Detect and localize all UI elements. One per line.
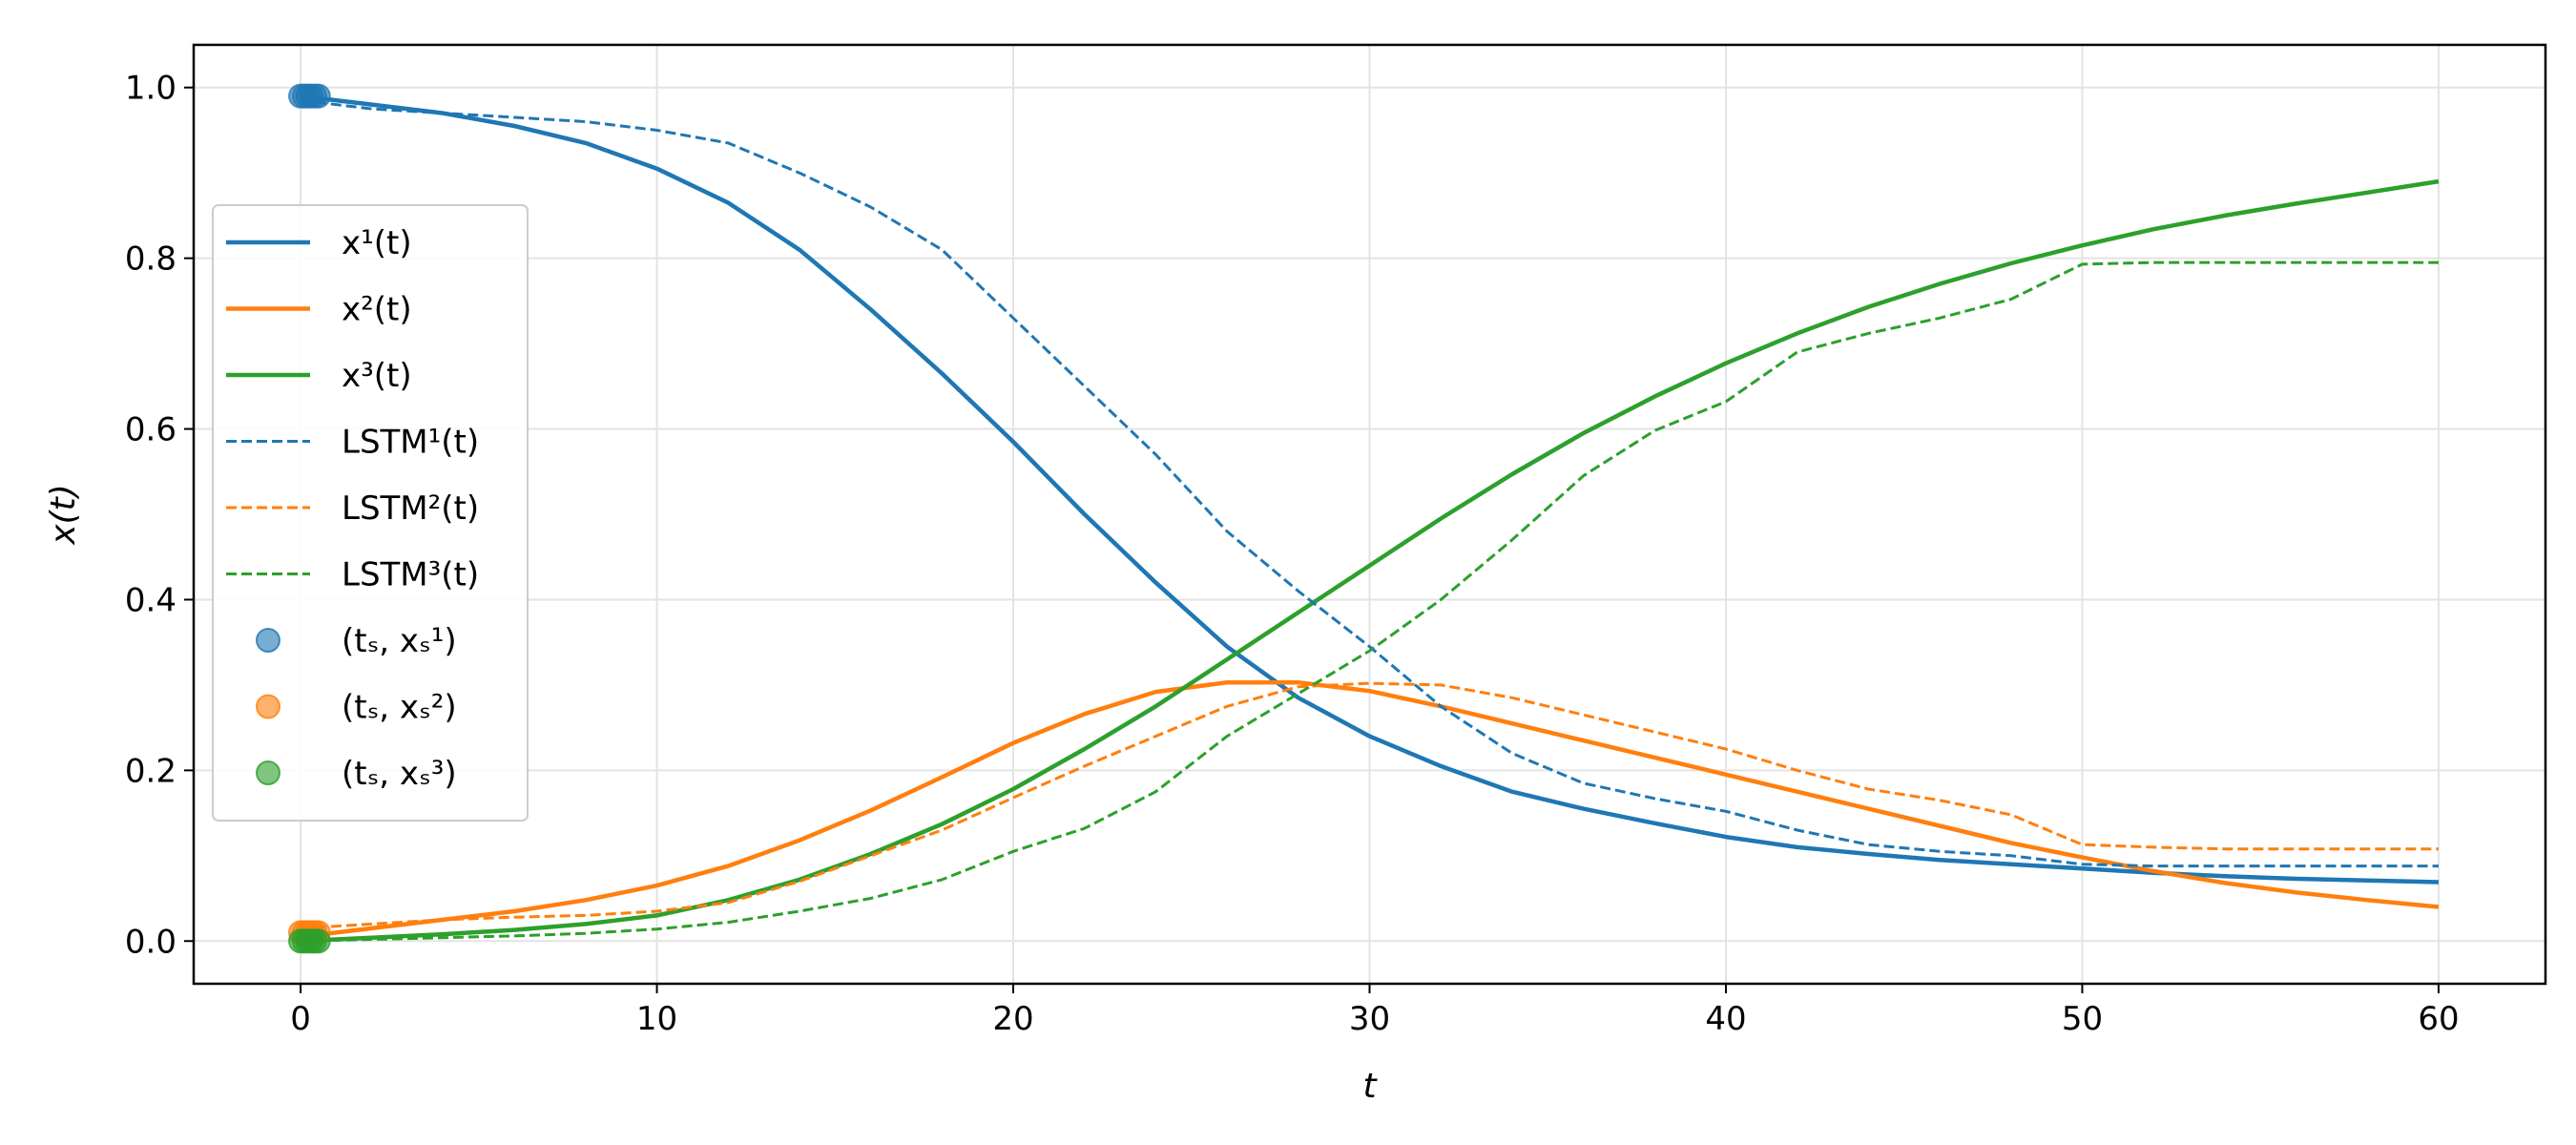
- y-tick-label: 0.8: [125, 240, 177, 279]
- y-tick-label: 0.0: [125, 923, 177, 961]
- x-tick-label: 40: [1705, 1000, 1746, 1038]
- legend-entry-label: LSTM¹(t): [342, 424, 479, 462]
- series-line-4: [300, 98, 2439, 868]
- x-axis-label: t: [1362, 1067, 1378, 1106]
- x-tick-label: 10: [636, 1000, 677, 1038]
- grid: [194, 45, 2545, 984]
- legend-entry-label: LSTM³(t): [342, 556, 479, 594]
- legend-entry-label: LSTM²(t): [342, 489, 479, 528]
- legend-entry-label: x¹(t): [342, 224, 412, 262]
- x-tick-label: 50: [2062, 1000, 2103, 1038]
- x-axis-ticks: 0 10 20 30 40 50 60: [290, 984, 2460, 1038]
- series-line-5: [300, 681, 2439, 930]
- legend-entry-label: (tₛ, xₛ¹): [342, 622, 457, 660]
- legend-entry-label: (tₛ, xₛ²): [342, 689, 457, 727]
- series-line-6: [300, 260, 2439, 943]
- x-tick-label: 20: [992, 1000, 1033, 1038]
- y-tick-label: 0.6: [125, 411, 177, 449]
- scatter-point-3: [305, 928, 331, 954]
- legend-entry-label: x³(t): [342, 357, 412, 395]
- y-tick-label: 0.4: [125, 581, 177, 619]
- legend-entry-label: (tₛ, xₛ³): [342, 755, 457, 793]
- legend-marker: [256, 628, 280, 653]
- x-tick-label: 0: [290, 1000, 311, 1038]
- x-tick-label: 30: [1349, 1000, 1390, 1038]
- plot-area: [288, 83, 2440, 954]
- series-line-2: [300, 679, 2440, 940]
- x-tick-label: 60: [2418, 1000, 2459, 1038]
- y-tick-label: 0.2: [125, 752, 177, 790]
- scatter-point-1: [305, 83, 331, 109]
- legend-box: [212, 204, 529, 822]
- series-line-1: [300, 94, 2440, 885]
- series-line-3: [300, 178, 2440, 944]
- legend-entry-label: x²(t): [342, 291, 412, 329]
- y-tick-label: 1.0: [125, 70, 177, 108]
- legend-marker: [256, 760, 280, 785]
- legend: x¹(t) x²(t) x³(t) LSTM¹(t) LSTM²(t) LSTM³(t) (…: [212, 204, 529, 822]
- y-axis-label: x(t): [44, 484, 83, 546]
- y-axis-ticks: 0.0 0.2 0.4 0.6 0.8 1.0: [125, 70, 194, 961]
- legend-marker: [256, 694, 280, 719]
